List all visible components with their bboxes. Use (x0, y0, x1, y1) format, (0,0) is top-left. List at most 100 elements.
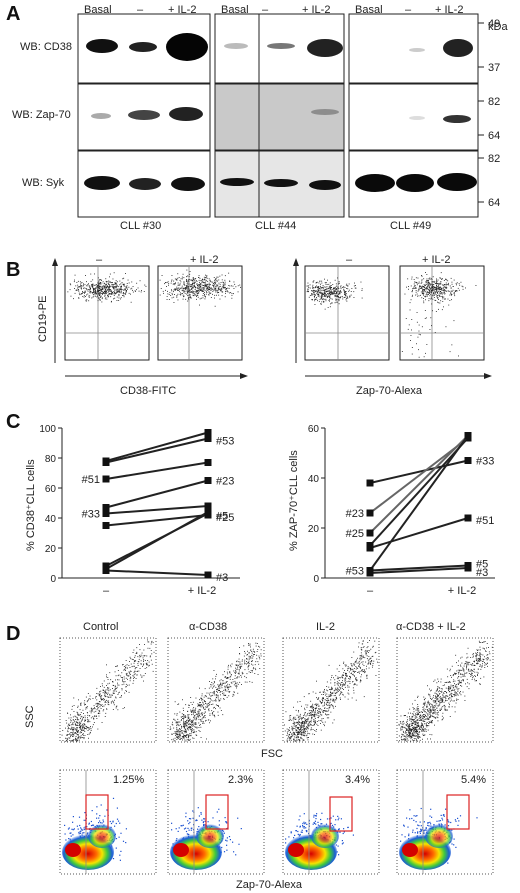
scatter-dot (106, 281, 107, 283)
scatter-dot (71, 720, 73, 722)
scatter-dot (231, 674, 232, 676)
scatter-dot (118, 679, 120, 681)
scatter-dot (189, 733, 191, 735)
scatter-dot (426, 716, 428, 717)
scatter-dot (438, 287, 440, 289)
scatter-dot (325, 283, 327, 285)
scatter-dot (118, 291, 120, 293)
scatter-dot (205, 719, 207, 721)
scatter-dot (310, 720, 311, 722)
scatter-dot (365, 654, 367, 656)
scatter-dot (356, 659, 358, 661)
scatter-dot (351, 668, 353, 670)
scatter-dot (182, 699, 183, 701)
scatter-dot (67, 738, 69, 740)
scatter-dot (212, 281, 214, 283)
d-plot-fsc-anti-cd38 (167, 637, 265, 743)
scatter-dot (113, 287, 115, 288)
scatter-dot (297, 723, 299, 725)
scatter-dot (117, 682, 118, 684)
scatter-dot (199, 285, 201, 287)
mw-82: 82 (488, 96, 500, 108)
scatter-dot (228, 684, 230, 686)
scatter-dot (241, 684, 242, 685)
scatter-dot (359, 659, 361, 661)
scatter-dot (107, 683, 109, 685)
scatter-dot (311, 711, 313, 713)
scatter-dot (326, 689, 328, 691)
scatter-dot (443, 306, 444, 308)
scatter-dot (129, 667, 131, 668)
scatter-dot (434, 692, 436, 694)
scatter-dot (125, 287, 127, 289)
scatter-dot (140, 656, 142, 657)
scatter-dot (319, 299, 321, 300)
scatter-dot (88, 727, 90, 729)
scatter-dot (414, 285, 415, 287)
scatter-dot (248, 662, 250, 664)
scatter-dot (414, 730, 416, 731)
scatter-dot (412, 703, 413, 705)
scatter-dot (432, 696, 434, 698)
scatter-dot (315, 722, 316, 723)
scatter-dot (254, 651, 255, 653)
scatter-dot (189, 291, 190, 293)
data-point (464, 514, 472, 522)
scatter-dot (398, 723, 400, 725)
row-label-syk: WB: Syk (22, 177, 65, 189)
scatter-dot (427, 284, 429, 286)
scatter-dot (441, 697, 443, 699)
scatter-dot (428, 279, 429, 281)
scatter-dot (105, 692, 106, 693)
scatter-dot (302, 722, 303, 724)
scatter-dot (301, 719, 303, 721)
scatter-dot (231, 663, 233, 665)
scatter-dot (201, 289, 202, 291)
scatter-dot (110, 702, 112, 704)
scatter-dot (427, 295, 428, 297)
scatter-dot (101, 722, 103, 723)
scatter-dot (207, 705, 209, 707)
scatter-dot (304, 720, 306, 722)
scatter-dot (421, 725, 422, 727)
scatter-dot (213, 686, 214, 688)
scatter-dot (224, 287, 226, 288)
scatter-dot (449, 704, 450, 706)
scatter-dot (66, 738, 68, 740)
scatter-dot (189, 738, 191, 740)
scatter-dot (206, 738, 207, 740)
scatter-dot (425, 317, 427, 319)
scatter-dot (223, 286, 224, 288)
scatter-dot (308, 296, 310, 298)
scatter-dot (310, 728, 312, 730)
scatter-dot (452, 286, 454, 287)
scatter-dot (467, 661, 469, 663)
scatter-dot (184, 732, 186, 734)
scatter-dot (454, 290, 456, 292)
scatter-dot (75, 730, 77, 731)
scatter-dot (360, 655, 362, 657)
scatter-dot (166, 299, 168, 300)
scatter-dot (293, 740, 295, 742)
scatter-dot (226, 690, 228, 692)
scatter-dot (322, 299, 324, 301)
scatter-dot (329, 287, 331, 288)
scatter-dot (327, 690, 329, 692)
scatter-dot (80, 718, 81, 720)
scatter-dot (228, 695, 230, 697)
scatter-dot (202, 295, 204, 297)
scatter-dot (377, 661, 378, 663)
scatter-dot (121, 684, 123, 686)
scatter-dot (301, 726, 303, 728)
scatter-dot (369, 640, 370, 641)
scatter-dot (200, 283, 202, 285)
scatter-dot (335, 301, 337, 303)
scatter-dot (213, 283, 215, 285)
scatter-dot (316, 723, 318, 725)
scatter-dot (109, 696, 111, 698)
scatter-dot (352, 681, 354, 682)
scatter-dot (423, 298, 424, 299)
scatter-dot (209, 279, 211, 281)
scatter-dot (114, 292, 116, 294)
scatter-dot (420, 334, 421, 336)
